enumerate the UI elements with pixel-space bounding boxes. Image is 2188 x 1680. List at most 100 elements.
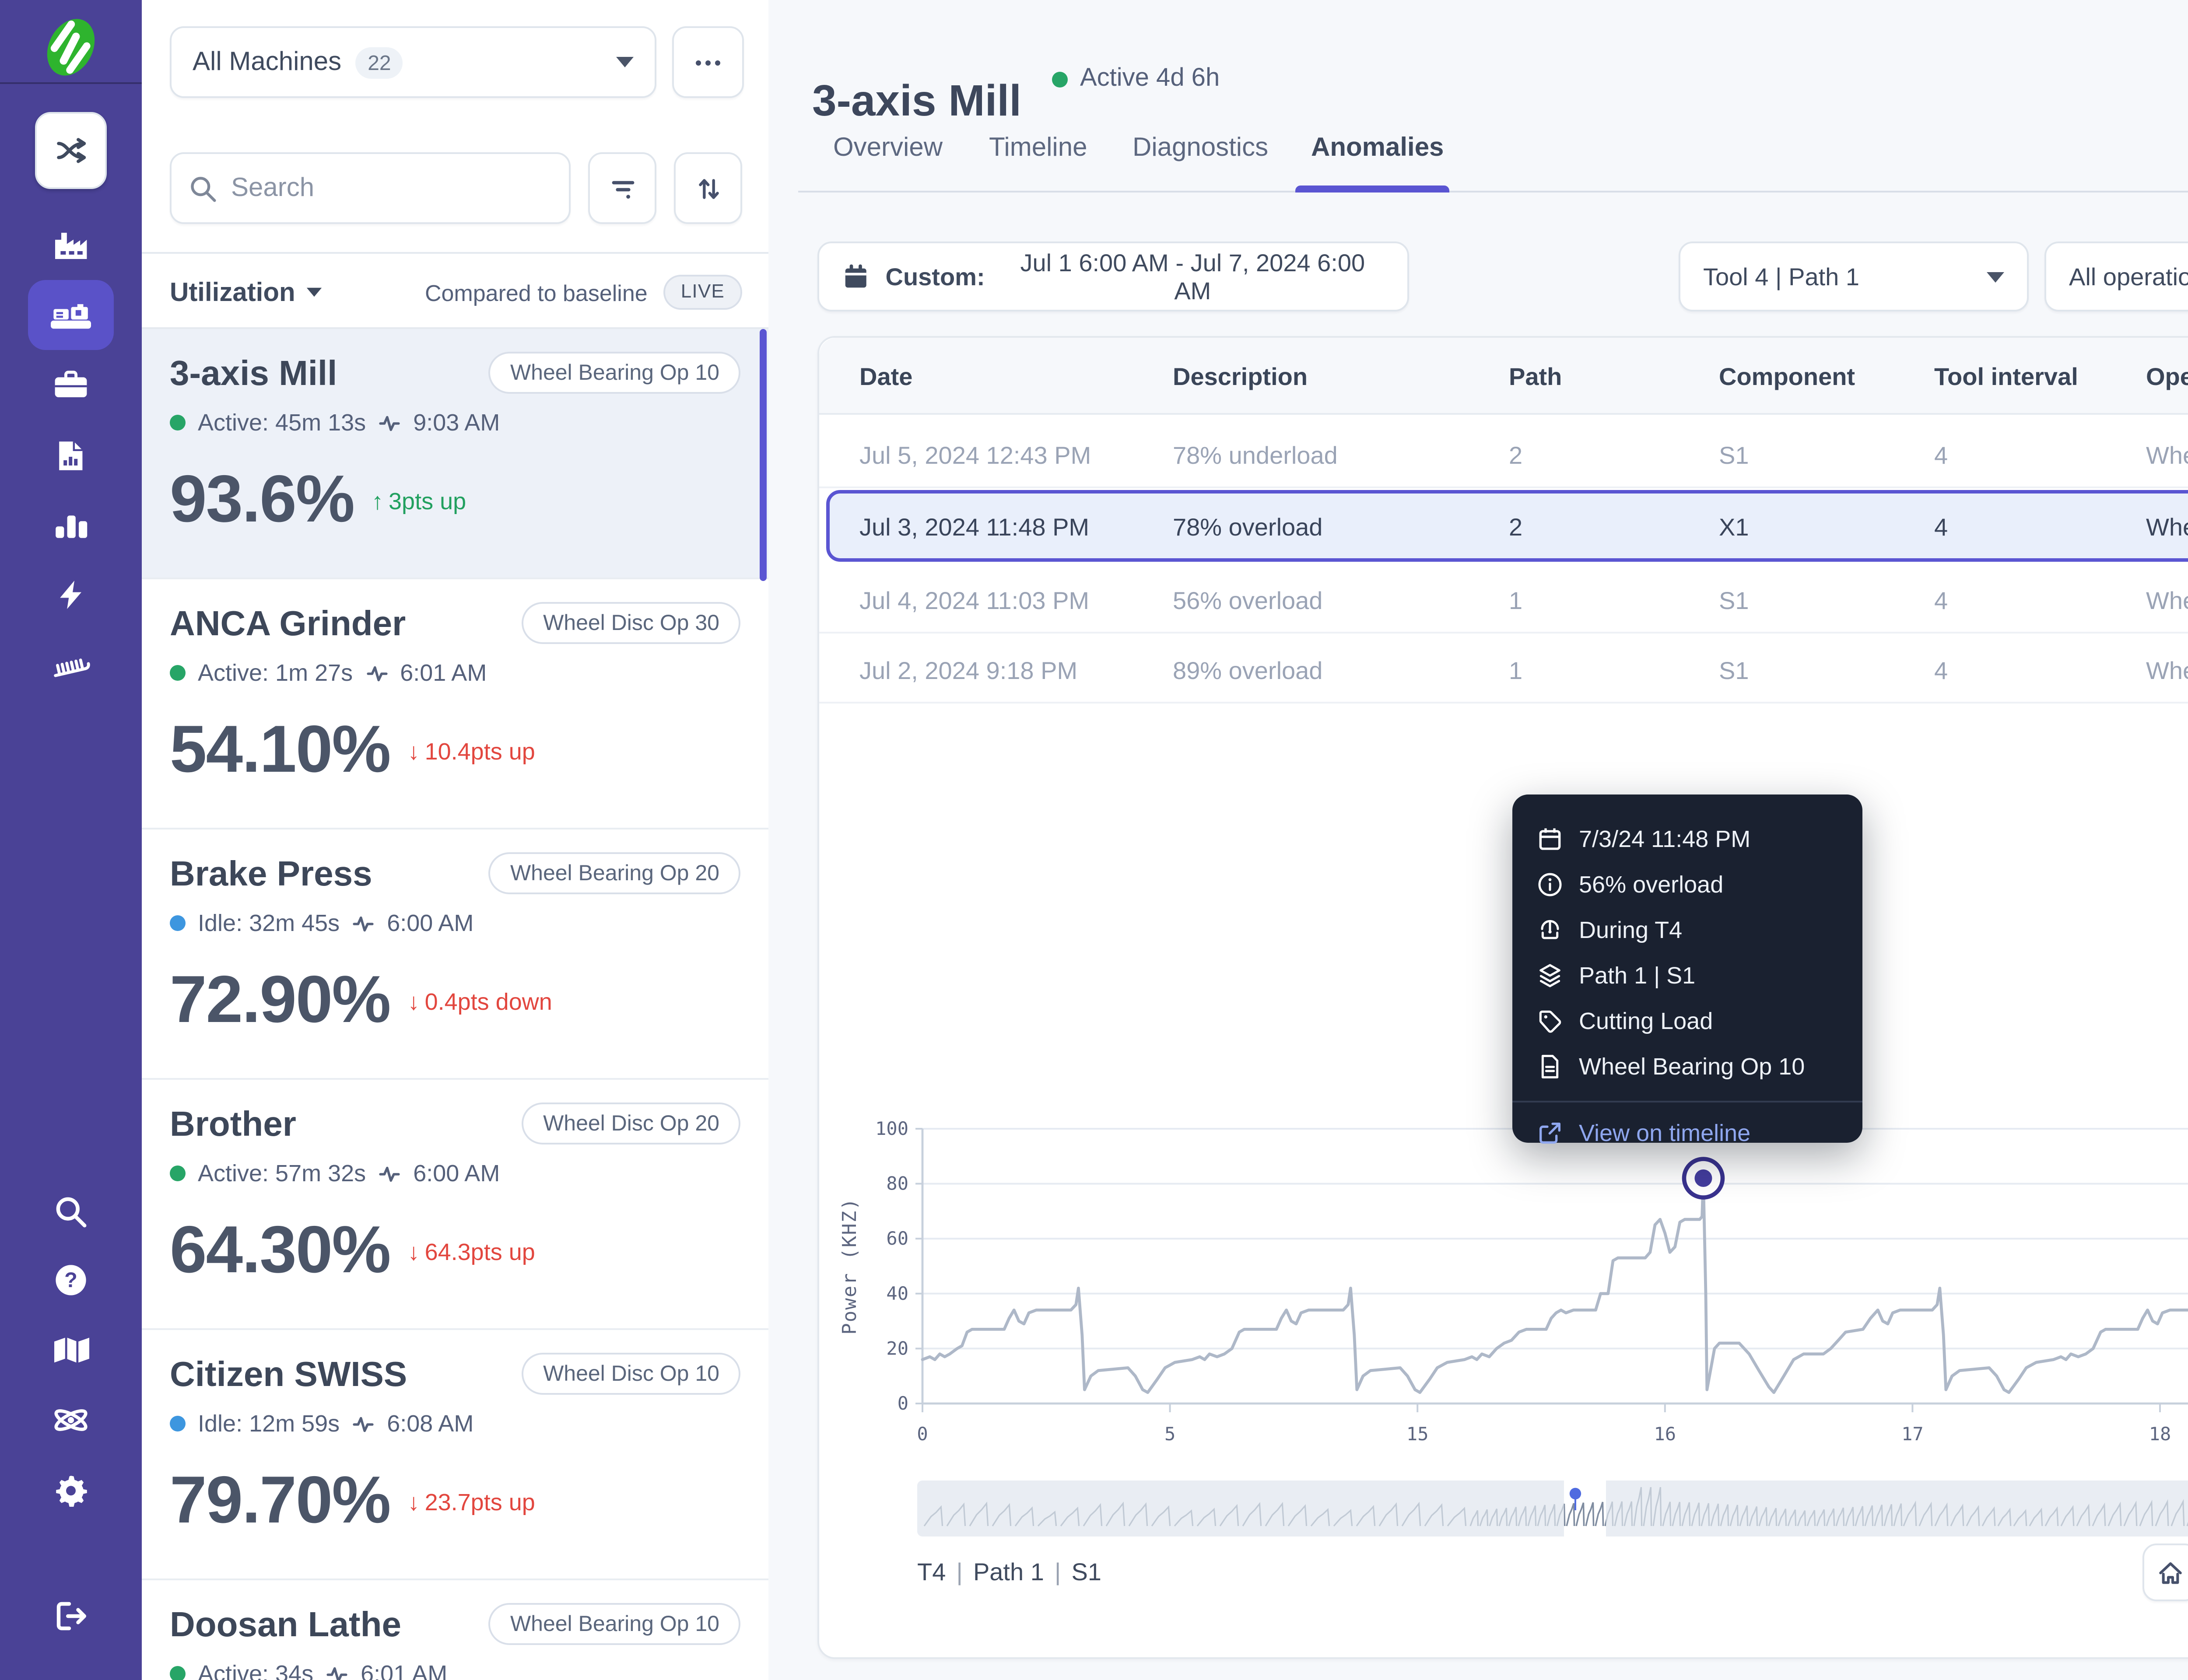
brand-logo[interactable] [32,9,110,86]
tab-bar: Overview Timeline Diagnostics Anomalies [768,122,2188,192]
operation-chip: Wheel Bearing Op 10 [489,1603,740,1645]
status-time: 6:01 AM [400,660,487,686]
document-icon [1541,1054,1559,1078]
sidebar-item-reports[interactable] [0,420,142,490]
sidebar-item-map[interactable] [0,1314,142,1384]
machine-card-brother[interactable]: Brother Wheel Disc Op 20 Active: 57m 32s… [142,1080,768,1330]
tooltip-operation: Wheel Bearing Op 10 [1537,1043,1838,1088]
sidebar-item-power[interactable] [0,560,142,630]
shuffle-button[interactable] [35,112,107,189]
utilization-delta: ↓ 23.7pts up [407,1489,535,1516]
list-scrollbar-thumb[interactable] [760,329,767,581]
sidebar-item-jobs[interactable] [0,350,142,420]
tooltip-path: Path 1 | S1 [1537,952,1838,998]
machine-status-header: Active 4d 6h [1052,65,1220,93]
list-more-button[interactable] [672,26,744,98]
tab-timeline[interactable]: Timeline [989,133,1087,163]
sidebar-item-machines[interactable] [0,280,142,350]
machine-count-badge: 22 [355,46,403,78]
sidebar-item-logout[interactable] [0,1580,142,1650]
col-path: Path [1509,361,1562,389]
sidebar-item-help[interactable]: ? [0,1244,142,1314]
sidebar-item-integrations[interactable] [0,1384,142,1454]
machine-name: Doosan Lathe [170,1606,401,1645]
sidebar-item-search[interactable] [0,1176,142,1246]
machine-status: Idle: 12m 59s 6:08 AM [170,1410,740,1437]
sidebar-item-analytics[interactable] [0,488,142,558]
pulse-icon [379,415,400,430]
bolt-icon [60,581,81,609]
chevron-down-icon [1987,271,2004,282]
sidebar-item-tooling[interactable] [0,628,142,698]
filter-button[interactable] [588,152,656,224]
status-time: 9:03 AM [413,410,500,436]
operations-dropdown[interactable]: All operations [2044,242,2188,312]
sort-button[interactable] [674,152,742,224]
machine-card-doosan-lathe[interactable]: Doosan Lathe Wheel Bearing Op 10 Active:… [142,1580,768,1680]
status-dot [170,665,186,681]
delta-arrow-icon: ↓ [407,1489,420,1516]
machine-group-dropdown[interactable]: All Machines 22 [170,26,656,98]
delta-arrow-icon: ↑ [372,488,383,514]
tab-overview[interactable]: Overview [833,133,943,163]
ellipsis-icon [696,60,720,65]
delta-arrow-icon: ↓ [407,1239,420,1265]
operation-chip: Wheel Disc Op 30 [522,602,740,644]
svg-text:0: 0 [917,1423,928,1445]
machine-icon [51,303,91,328]
status-dot [170,415,186,430]
machine-status: Active: 34s 6:01 AM [170,1661,740,1680]
report-icon [59,441,83,469]
tool-path-dropdown[interactable]: Tool 4 | Path 1 [1679,242,2029,312]
anomaly-tooltip: 7/3/24 11:48 PM 56% overload During T4 P… [1512,794,1862,1145]
tooltip-date: 7/3/24 11:48 PM [1537,816,1838,861]
tooltip-signal: Cutting Load [1537,998,1838,1043]
table-header: Date Description Path Component Tool int… [819,338,2188,415]
date-range-button[interactable]: Custom: Jul 1 6:00 AM - Jul 7, 2024 6:00… [817,242,1409,312]
svg-text:40: 40 [886,1283,908,1304]
machine-status: Active: 45m 13s 9:03 AM [170,410,740,436]
svg-text:0: 0 [898,1393,908,1414]
status-time: 6:08 AM [387,1410,474,1437]
info-icon [1538,872,1562,896]
table-row-selected[interactable]: Jul 3, 2024 11:48 PM 78% overload 2 X1 4 Wh… [826,490,2188,562]
machine-card-brake-press[interactable]: Brake Press Wheel Bearing Op 20 Idle: 32… [142,830,768,1080]
external-link-icon [1539,1122,1560,1143]
view-on-timeline-link[interactable]: View on timeline [1537,1102,1838,1162]
table-row[interactable]: Jul 4, 2024 11:03 PM 56% overload 1 S1 4 Wh… [819,567,2188,634]
tab-diagnostics[interactable]: Diagnostics [1133,133,1269,163]
search-input[interactable]: Search [170,152,571,224]
machine-card-3-axis-mill[interactable]: 3-axis Mill Wheel Bearing Op 10 Active: … [142,329,768,579]
search-placeholder: Search [231,173,315,203]
atom-icon [54,1408,88,1430]
machine-card-citizen-swiss[interactable]: Citizen SWISS Wheel Disc Op 10 Idle: 12m… [142,1330,768,1580]
utilization-value: 79.70% [170,1465,391,1538]
operation-chip: Wheel Bearing Op 20 [489,852,740,894]
status-text: Active: 57m 32s [198,1160,366,1186]
rail-active-highlight [28,280,114,350]
home-icon [2159,1561,2182,1583]
page-title: 3-axis Mill [812,77,1021,126]
svg-text:20: 20 [886,1337,908,1359]
reset-view-button[interactable] [2144,1545,2188,1600]
sidebar-item-factory[interactable] [0,210,142,280]
machine-card-anca-grinder[interactable]: ANCA Grinder Wheel Disc Op 30 Active: 1m… [142,579,768,830]
filter-row: Custom: Jul 1 6:00 AM - Jul 7, 2024 6:00… [768,242,2188,312]
tab-anomalies[interactable]: Anomalies [1311,133,1444,163]
tool-path-value: Tool 4 | Path 1 [1703,262,1859,290]
col-tool-interval: Tool interval [1934,361,2078,389]
svg-text:100: 100 [875,1118,908,1139]
divider [142,252,768,254]
metric-dropdown[interactable]: Utilization [170,277,322,307]
machine-name: ANCA Grinder [170,606,406,644]
pulse-icon [353,1416,374,1432]
svg-text:5: 5 [1164,1423,1175,1445]
chart-home-group [2142,1544,2188,1601]
svg-text:80: 80 [886,1173,908,1194]
pulse-icon [366,665,387,681]
sidebar-item-settings[interactable] [0,1454,142,1524]
operation-chip: Wheel Bearing Op 10 [489,352,740,394]
